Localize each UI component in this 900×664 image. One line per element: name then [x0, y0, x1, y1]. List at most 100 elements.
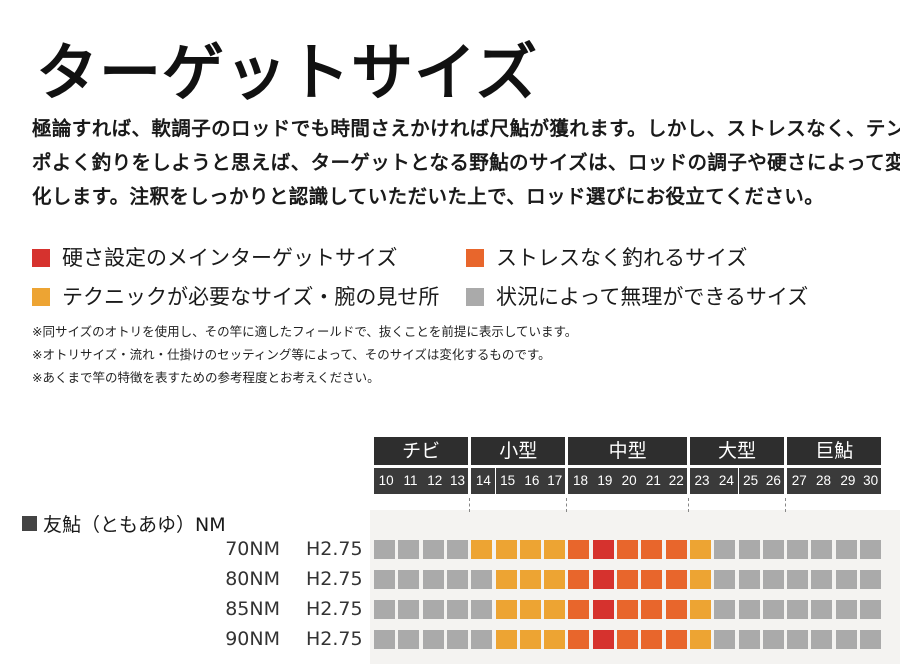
size-cell — [811, 600, 833, 619]
legend-swatch-yellow — [32, 288, 50, 306]
size-cell — [762, 630, 784, 649]
intro-line: 化します。注釈をしっかりと認識していただいた上で、ロッド選びにお役立てください。 — [32, 185, 825, 208]
size-number: 28 — [811, 468, 836, 494]
size-cell — [835, 630, 857, 649]
legend-item-stress-free: ストレスなく釣れるサイズ — [466, 240, 747, 276]
size-cell — [738, 630, 760, 649]
size-cell — [787, 630, 809, 649]
model-hardness: H2.75 — [306, 538, 363, 560]
size-cell — [398, 630, 420, 649]
size-cell — [398, 600, 420, 619]
size-number: 20 — [617, 468, 642, 494]
size-cell — [568, 540, 590, 559]
size-cell — [762, 540, 784, 559]
group-title-text: 友鮎（ともあゆ）NM — [43, 514, 226, 536]
size-cell — [714, 600, 736, 619]
size-cell — [398, 540, 420, 559]
size-cell — [471, 600, 493, 619]
legend-item-technique: テクニックが必要なサイズ・腕の見せ所 — [32, 279, 439, 315]
size-cell — [374, 630, 395, 649]
legend-swatch-orange — [466, 249, 484, 267]
size-cell — [544, 570, 566, 589]
note-line: ※オトリサイズ・流れ・仕掛けのセッティング等によって、そのサイズは変化するもので… — [32, 347, 551, 362]
size-cell — [495, 570, 517, 589]
size-cell — [787, 540, 809, 559]
size-number: 11 — [398, 468, 423, 494]
note-line: ※同サイズのオトリを使用し、その竿に適したフィールドで、抜くことを前提に表示して… — [32, 324, 578, 339]
size-cell — [762, 570, 784, 589]
intro-paragraph: 極論すれば、軟調子のロッドでも時間さえかければ尺鮎が獲れます。しかし、ストレスな… — [32, 112, 900, 214]
size-cell — [422, 600, 444, 619]
size-cell — [714, 630, 736, 649]
size-cell — [665, 540, 687, 559]
legend-swatch-gray — [466, 288, 484, 306]
size-cell — [495, 630, 517, 649]
legend-label: ストレスなく釣れるサイズ — [496, 246, 748, 270]
model-hardness: H2.75 — [306, 628, 363, 650]
size-cell — [787, 570, 809, 589]
size-number: 29 — [835, 468, 860, 494]
size-cell — [689, 630, 711, 649]
size-number: 24 — [714, 468, 739, 494]
size-cell — [592, 570, 614, 589]
size-cell — [446, 570, 468, 589]
size-cell — [471, 570, 493, 589]
notes: ※同サイズのオトリを使用し、その竿に適したフィールドで、抜くことを前提に表示して… — [32, 320, 577, 389]
size-number: 17 — [544, 468, 566, 494]
size-cell — [835, 540, 857, 559]
size-cell — [860, 570, 881, 589]
model-name: 80NM — [225, 568, 280, 590]
size-number: 21 — [641, 468, 666, 494]
size-cell — [422, 630, 444, 649]
size-cell — [665, 600, 687, 619]
size-number: 15 — [495, 468, 520, 494]
size-cell — [592, 600, 614, 619]
size-cell — [519, 540, 541, 559]
size-cell — [446, 630, 468, 649]
category-divider — [785, 498, 787, 512]
size-cell — [860, 540, 881, 559]
size-cell — [738, 540, 760, 559]
size-number: 14 — [471, 468, 496, 494]
legend-label: テクニックが必要なサイズ・腕の見せ所 — [62, 285, 440, 309]
size-cell — [665, 570, 687, 589]
size-cell — [617, 570, 638, 589]
size-cell — [689, 600, 711, 619]
size-cell — [374, 570, 395, 589]
legend-item-main: 硬さ設定のメインターゲットサイズ — [32, 240, 397, 276]
size-cell — [617, 630, 638, 649]
model-name: 90NM — [225, 628, 280, 650]
size-cell — [835, 570, 857, 589]
size-number: 27 — [787, 468, 812, 494]
size-cell — [495, 540, 517, 559]
size-cell — [398, 570, 420, 589]
size-cell — [544, 630, 566, 649]
size-cell — [641, 570, 663, 589]
size-cell — [714, 570, 736, 589]
size-cell — [519, 630, 541, 649]
size-cell — [617, 540, 638, 559]
intro-line: 極論すれば、軟調子のロッドでも時間さえかければ尺鮎が獲れます。しかし、ストレスな… — [32, 117, 900, 140]
model-name: 70NM — [225, 538, 280, 560]
size-cell — [592, 540, 614, 559]
size-cell — [495, 600, 517, 619]
size-cell — [592, 630, 614, 649]
legend-label: 硬さ設定のメインターゲットサイズ — [62, 246, 398, 270]
size-category-1: 小型 — [471, 437, 566, 465]
size-cell — [835, 600, 857, 619]
size-number: 23 — [689, 468, 715, 494]
size-cell — [665, 630, 687, 649]
size-category-2: 中型 — [568, 437, 687, 465]
size-cell — [811, 540, 833, 559]
size-cell — [544, 600, 566, 619]
size-cell — [544, 540, 566, 559]
model-hardness: H2.75 — [306, 598, 363, 620]
size-cell — [471, 630, 493, 649]
category-divider — [687, 498, 689, 512]
size-number: 12 — [422, 468, 447, 494]
size-number: 30 — [860, 468, 882, 494]
size-cell — [519, 570, 541, 589]
size-cell — [860, 600, 881, 619]
legend-label: 状況によって無理ができるサイズ — [496, 285, 809, 309]
size-cell — [762, 600, 784, 619]
